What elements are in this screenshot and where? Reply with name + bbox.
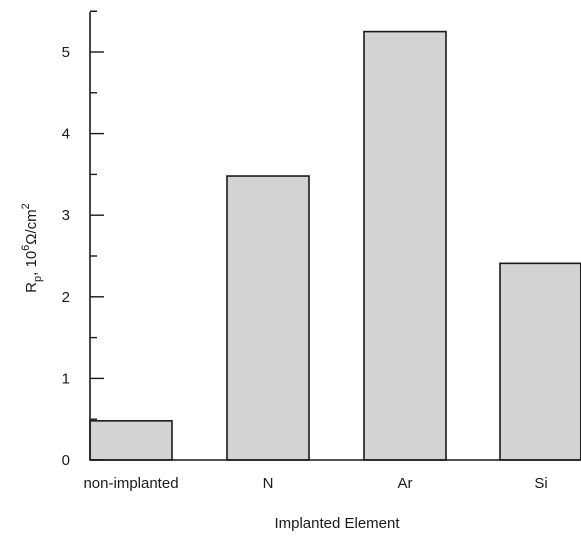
- y-axis-label-unit: Ω/cm: [23, 209, 40, 244]
- y-axis-label-unit-exponent: 2: [20, 203, 32, 209]
- bars-group: [89, 30, 581, 461]
- y-axis-label-exponent: 6: [20, 245, 32, 251]
- y-tick-labels: 0 1 2 3 4 5: [62, 44, 70, 469]
- y-axis-label-multiplier: , 10: [23, 251, 40, 276]
- bar: [226, 175, 310, 461]
- x-tick-label: N: [263, 475, 274, 492]
- y-axis-label-symbol: R: [23, 282, 40, 293]
- x-tick-label: non-implanted: [83, 475, 178, 492]
- y-tick-label: 3: [62, 207, 70, 224]
- y-tick-label: 1: [62, 370, 70, 387]
- y-axis-label-subscript: p: [32, 276, 44, 282]
- x-tick-label: Si: [534, 475, 547, 492]
- y-tick-label: 4: [62, 126, 70, 143]
- bar: [363, 30, 447, 461]
- y-tick-label: 5: [62, 44, 70, 61]
- y-tick-label: 0: [62, 452, 70, 469]
- x-axis-label: Implanted Element: [274, 515, 400, 532]
- bar: [89, 420, 173, 461]
- x-tick-labels: non-implanted N Ar Si: [83, 475, 547, 492]
- x-tick-label: Ar: [398, 475, 413, 492]
- axes-group: [89, 10, 580, 461]
- bar: [499, 262, 581, 461]
- y-tick-label: 2: [62, 289, 70, 306]
- y-axis-label: Rp, 106Ω/cm2: [20, 203, 44, 293]
